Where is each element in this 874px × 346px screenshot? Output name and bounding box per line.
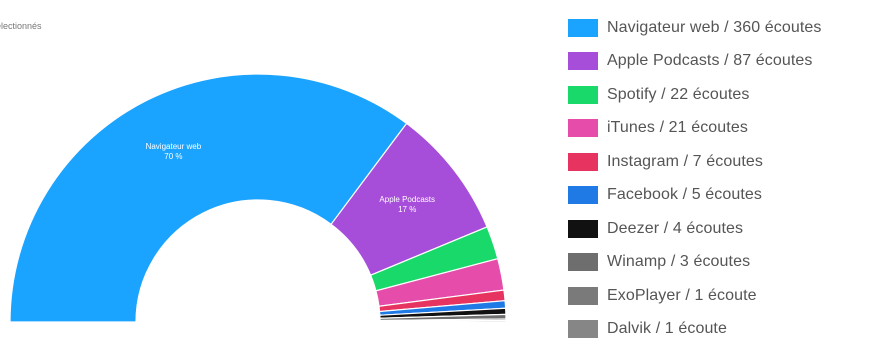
slice-navigateur-web[interactable]	[10, 74, 407, 322]
legend-label: Spotify / 22 écoutes	[607, 86, 750, 104]
legend-swatch	[568, 220, 598, 238]
legend-swatch	[568, 19, 598, 37]
legend-label: Facebook / 5 écoutes	[607, 186, 762, 204]
legend-label: Instagram / 7 écoutes	[607, 153, 763, 171]
legend-label: Winamp / 3 écoutes	[607, 253, 750, 271]
legend-swatch	[568, 287, 598, 305]
legend-label: Deezer / 4 écoutes	[607, 220, 743, 238]
legend-label: Dalvik / 1 écoute	[607, 320, 727, 338]
legend-label: ExoPlayer / 1 écoute	[607, 287, 757, 305]
legend-item-spotify[interactable]: Spotify / 22 écoutes	[568, 78, 874, 112]
legend-label: Navigateur web / 360 écoutes	[607, 19, 822, 37]
legend-item-instagram[interactable]: Instagram / 7 écoutes	[568, 145, 874, 179]
legend-item-winamp[interactable]: Winamp / 3 écoutes	[568, 246, 874, 280]
legend-swatch	[568, 153, 598, 171]
legend-label: Apple Podcasts / 87 écoutes	[607, 52, 813, 70]
slice-label-percent: 70 %	[164, 152, 182, 161]
slice-label-percent: 17 %	[398, 205, 416, 214]
legend-swatch	[568, 119, 598, 137]
legend-item-facebook[interactable]: Facebook / 5 écoutes	[568, 179, 874, 213]
legend-item-navigateur-web[interactable]: Navigateur web / 360 écoutes	[568, 11, 874, 45]
legend-item-deezer[interactable]: Deezer / 4 écoutes	[568, 212, 874, 246]
slice-dalvik[interactable]	[380, 320, 506, 322]
legend-swatch	[568, 86, 598, 104]
legend-item-itunes[interactable]: iTunes / 21 écoutes	[568, 112, 874, 146]
slice-label-name: Navigateur web	[146, 142, 202, 151]
legend-swatch	[568, 52, 598, 70]
legend-item-dalvik[interactable]: Dalvik / 1 écoute	[568, 313, 874, 346]
legend-item-apple-podcasts[interactable]: Apple Podcasts / 87 écoutes	[568, 45, 874, 79]
legend-swatch	[568, 320, 598, 338]
slice-label-name: Apple Podcasts	[379, 195, 435, 204]
chart-legend: Navigateur web / 360 écoutes Apple Podca…	[568, 11, 874, 346]
legend-item-exoplayer[interactable]: ExoPlayer / 1 écoute	[568, 279, 874, 313]
legend-swatch	[568, 253, 598, 271]
legend-label: iTunes / 21 écoutes	[607, 119, 748, 137]
legend-swatch	[568, 186, 598, 204]
